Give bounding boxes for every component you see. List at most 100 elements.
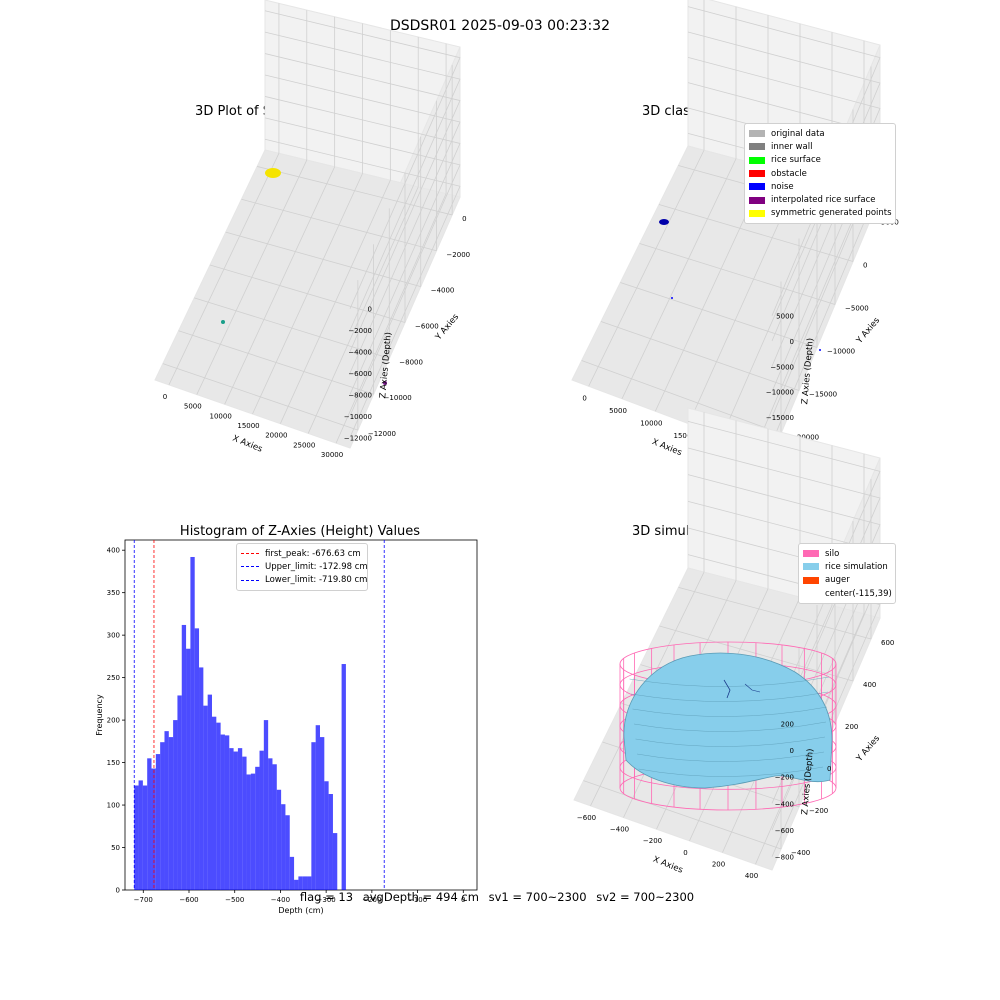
classify-legend-item: original data <box>749 127 891 140</box>
simulation-legend-label: auger <box>825 575 850 586</box>
histogram-bar <box>268 758 273 890</box>
raw-grid-z <box>264 53 461 352</box>
classify-z-tick: −10000 <box>766 389 794 397</box>
sim-z-tick: −800 <box>775 854 794 862</box>
histogram-legend: first_peak: -676.63 cm Upper_limit: -172.… <box>236 543 368 591</box>
rice-mesh-line <box>638 766 824 777</box>
rice-mesh-line <box>633 721 827 732</box>
histogram-bar <box>203 705 208 890</box>
histogram-legend-swatch <box>241 579 259 581</box>
sim-z-tick: −400 <box>775 800 794 808</box>
histogram-bar <box>242 756 247 890</box>
sim-x-tick: 400 <box>745 872 758 880</box>
histogram-bar <box>147 758 152 890</box>
histogram-x-tick: 0 <box>461 896 465 904</box>
classify-y-tick: −5000 <box>845 305 869 313</box>
auger-marker <box>723 679 731 699</box>
histogram-y-tick: 50 <box>111 844 120 852</box>
histogram-title: Histogram of Z-Axies (Height) Values <box>179 524 421 539</box>
raw-floor-pane <box>154 149 461 449</box>
raw-grid-y <box>178 330 374 395</box>
histogram-bar <box>332 833 338 890</box>
classify-grid-z <box>687 31 881 342</box>
histogram-bar <box>276 789 282 890</box>
histogram-x-tick: −200 <box>362 896 381 904</box>
raw-y-tick: −8000 <box>399 358 423 366</box>
histogram-y-tick: 150 <box>107 759 120 767</box>
sim-y-tick: −400 <box>791 849 810 857</box>
raw-grid-z <box>264 74 461 374</box>
sim-x-tick: 0 <box>683 849 687 857</box>
histogram-bar <box>194 628 200 890</box>
histogram-bar <box>246 774 251 890</box>
classify-z-tick: 0 <box>790 338 794 346</box>
simulation-legend: silo rice simulation auger center(-115,39) <box>798 543 896 605</box>
simulation-legend-item: center(-115,39) <box>803 587 892 600</box>
classify-axes <box>571 0 881 456</box>
histogram-bar <box>207 694 212 890</box>
classify-y-label: Y Axies <box>854 315 882 346</box>
classify-y-tick: −15000 <box>809 391 837 399</box>
histogram-x-tick: −400 <box>271 896 290 904</box>
raw-point-cluster <box>265 168 281 178</box>
raw-grid-z <box>264 138 461 438</box>
histogram-bar <box>255 766 260 890</box>
simulation-legend-swatch <box>803 590 819 597</box>
histogram-y-tick: 350 <box>107 589 120 597</box>
classify-legend-swatch <box>749 156 765 164</box>
histogram-legend-label: first_peak: -676.63 cm <box>265 548 361 559</box>
sim-axes <box>573 407 881 871</box>
histogram-legend-label: Upper_limit: -172.98 cm <box>265 561 368 572</box>
histogram-bar <box>233 751 238 890</box>
histogram-x-tick: −500 <box>225 896 244 904</box>
classify-legend-label: interpolated rice surface <box>771 195 876 206</box>
histogram-x-tick: −700 <box>134 896 153 904</box>
classify-legend-item: obstacle <box>749 167 891 180</box>
histogram-bar <box>138 780 143 890</box>
rice-mesh-line <box>629 676 830 687</box>
histogram-bar <box>181 624 187 890</box>
histogram-bar <box>151 768 156 890</box>
classify-legend: original data inner wall rice surface obsta… <box>744 123 896 225</box>
classify-noise-point <box>819 349 821 351</box>
raw-z-tick: −10000 <box>344 413 372 421</box>
sim-z-tick: 0 <box>790 747 794 755</box>
histogram-legend-item: first_peak: -676.63 cm <box>241 547 363 560</box>
histogram-bar <box>173 720 178 890</box>
raw-x-tick: 0 <box>163 393 167 401</box>
raw-x-tick: 30000 <box>321 451 343 459</box>
raw-point <box>383 381 387 385</box>
raw-z-tick: 0 <box>368 306 372 314</box>
classify-legend-swatch <box>749 130 765 138</box>
histogram-bar <box>186 648 191 890</box>
classify-legend-item: rice surface <box>749 154 891 167</box>
raw-x-tick: 10000 <box>210 412 232 420</box>
raw-z-tick: −2000 <box>348 327 372 335</box>
classify-legend-label: original data <box>771 128 825 139</box>
sim-grid-z <box>687 447 881 751</box>
sim-y-tick: −200 <box>809 807 828 815</box>
classify-grid-x <box>754 192 865 449</box>
classify-x-tick: 0 <box>582 394 586 402</box>
histogram-y-tick: 100 <box>107 802 120 810</box>
sim-grid-z <box>687 420 881 724</box>
histogram-x-tick: −100 <box>408 896 427 904</box>
classify-x-label: X Axies <box>650 437 683 458</box>
raw-y-tick: 0 <box>462 215 466 223</box>
histogram-legend-swatch <box>241 553 259 555</box>
classify-grid-x <box>588 150 705 387</box>
histogram-x-tick: −600 <box>179 896 198 904</box>
histogram-bar <box>289 856 295 890</box>
raw-y-tick: −10000 <box>384 394 412 402</box>
sim-x-tick: −400 <box>610 826 629 834</box>
histogram-y-tick: 300 <box>107 632 120 640</box>
sim-y-label: Y Axies <box>854 733 882 764</box>
simulation-legend-swatch <box>803 563 819 571</box>
classify-grid-y <box>581 360 782 434</box>
rice-mesh-line <box>635 736 826 747</box>
raw-y-tick: −2000 <box>446 251 470 259</box>
histogram-bar <box>319 737 325 890</box>
classify-z-tick: −5000 <box>770 363 794 371</box>
histogram-bar <box>315 725 320 890</box>
histogram-y-label: Frequency <box>95 694 104 736</box>
